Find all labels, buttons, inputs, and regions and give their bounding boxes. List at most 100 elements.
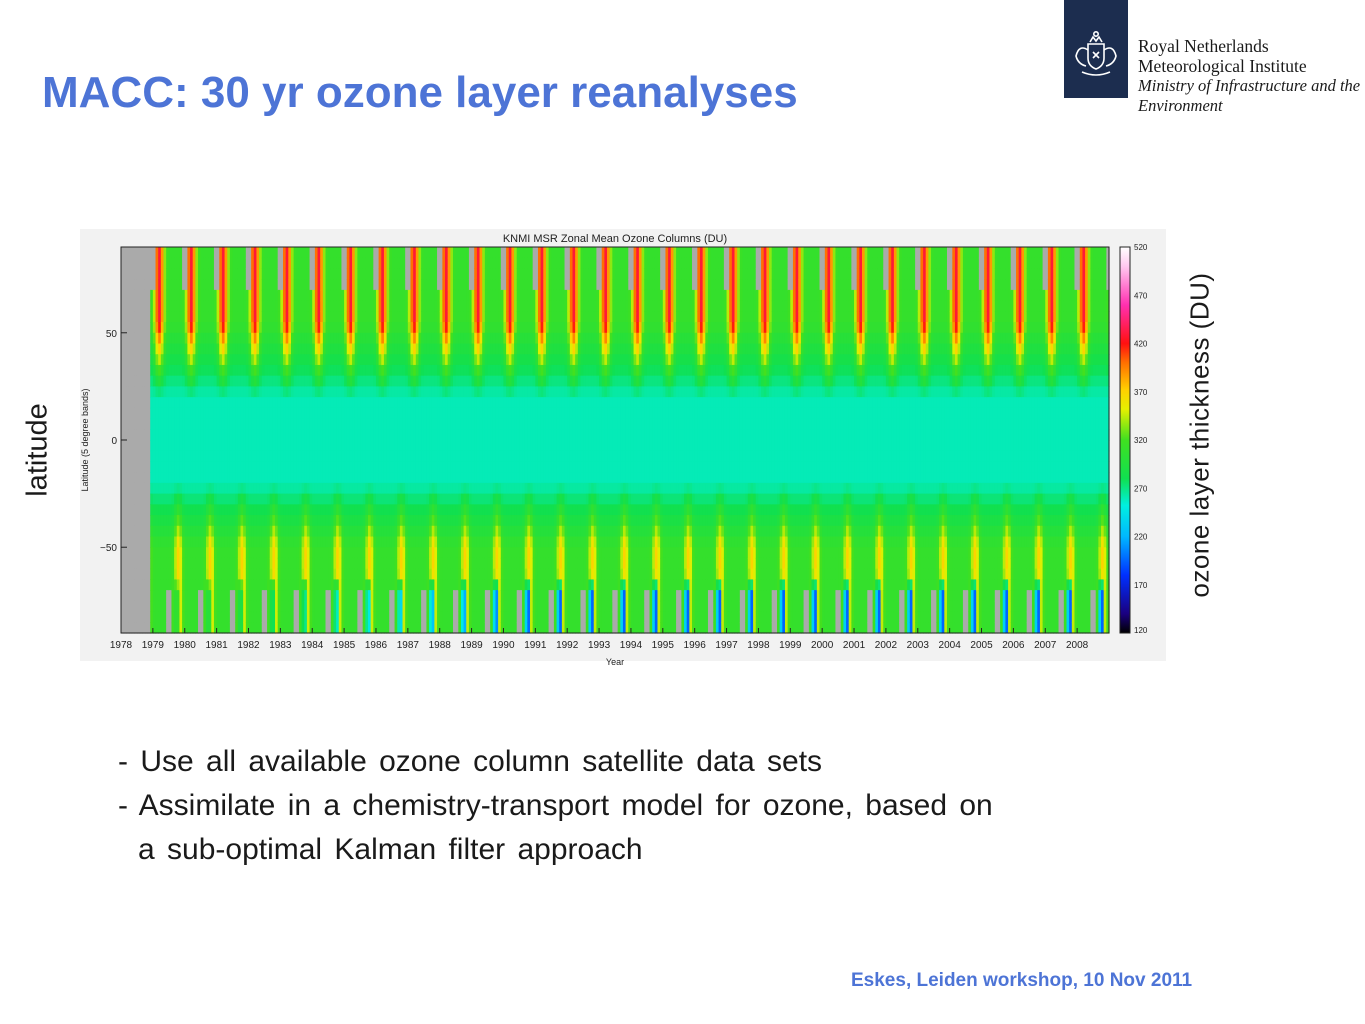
- heatmap-cell: [179, 300, 183, 312]
- heatmap-cell: [144, 440, 149, 452]
- heatmap-cell: [272, 600, 276, 613]
- heatmap-cell: [468, 568, 473, 580]
- heatmap-cell: [344, 257, 348, 270]
- heatmap-cell: [256, 289, 260, 302]
- heatmap-cell: [410, 397, 414, 409]
- heatmap-cell: [317, 429, 321, 441]
- heatmap-cell: [275, 482, 279, 495]
- heatmap-cell: [389, 611, 393, 623]
- heatmap-cell: [277, 429, 281, 441]
- heatmap-cell: [232, 397, 236, 409]
- heatmap-cell: [314, 429, 319, 441]
- heatmap-cell: [184, 547, 188, 559]
- heatmap-cell: [383, 493, 388, 505]
- heatmap-cell: [229, 354, 234, 366]
- heatmap-cell: [126, 375, 130, 387]
- heatmap-cell: [357, 397, 361, 409]
- heatmap-cell: [450, 557, 454, 570]
- heatmap-cell: [198, 322, 202, 334]
- heatmap-cell: [338, 450, 343, 463]
- heatmap-cell: [437, 354, 441, 366]
- heatmap-cell: [434, 386, 438, 398]
- heatmap-cell: [349, 429, 353, 441]
- heatmap-cell: [368, 364, 372, 377]
- heatmap-cell: [344, 493, 348, 505]
- heatmap-cell: [136, 547, 141, 559]
- heatmap-cell: [330, 547, 335, 559]
- heatmap-cell: [357, 472, 361, 484]
- heatmap-cell: [466, 279, 470, 291]
- heatmap-cell: [405, 322, 409, 334]
- heatmap-cell: [471, 611, 475, 623]
- heatmap-cell: [373, 375, 377, 387]
- heatmap-cell: [463, 397, 467, 409]
- heatmap-cell: [402, 407, 406, 420]
- heatmap-cell: [354, 418, 358, 430]
- heatmap-cell: [354, 557, 358, 570]
- heatmap-cell: [466, 590, 470, 602]
- heatmap-cell: [365, 257, 369, 270]
- heatmap-cell: [476, 482, 481, 495]
- heatmap-cell: [272, 536, 276, 548]
- heatmap-cell: [121, 429, 125, 441]
- heatmap-cell: [373, 322, 377, 334]
- heatmap-cell: [352, 300, 356, 312]
- heatmap-cell: [155, 397, 159, 409]
- heatmap-cell: [458, 440, 462, 452]
- heatmap-cell: [155, 579, 159, 591]
- heatmap-cell: [317, 440, 321, 452]
- heatmap-cell: [434, 343, 438, 355]
- heatmap-cell: [370, 386, 374, 398]
- heatmap-cell: [304, 450, 308, 463]
- heatmap-cell: [437, 482, 441, 495]
- heatmap-cell: [290, 568, 295, 580]
- heatmap-cell: [227, 322, 231, 334]
- heatmap-cell: [365, 429, 369, 441]
- heatmap-cell: [389, 300, 393, 312]
- heatmap-cell: [187, 397, 191, 409]
- heatmap-cell: [410, 482, 414, 495]
- heatmap-cell: [413, 536, 417, 548]
- heatmap-cell: [171, 515, 175, 527]
- heatmap-cell: [445, 407, 449, 420]
- heatmap-cell: [213, 536, 218, 548]
- heatmap-cell: [216, 461, 220, 473]
- heatmap-cell: [219, 397, 223, 409]
- heatmap-cell: [429, 354, 433, 366]
- heatmap-cell: [487, 322, 491, 334]
- heatmap-cell: [484, 354, 489, 366]
- heatmap-cell: [330, 322, 335, 334]
- heatmap-cell: [142, 611, 146, 623]
- heatmap-cell: [259, 375, 263, 387]
- heatmap-cell: [383, 257, 388, 270]
- heatmap-cell: [455, 472, 459, 484]
- heatmap-cell: [405, 332, 409, 345]
- heatmap-cell: [458, 557, 462, 570]
- heatmap-cell: [368, 472, 372, 484]
- heatmap-cell: [237, 343, 242, 355]
- heatmap-cell: [333, 311, 337, 323]
- heatmap-cell: [322, 289, 327, 302]
- heatmap-cell: [131, 515, 135, 527]
- heatmap-cell: [476, 332, 481, 345]
- heatmap-cell: [341, 600, 345, 613]
- heatmap-cell: [235, 493, 239, 505]
- heatmap-cell: [174, 311, 178, 323]
- heatmap-cell: [370, 568, 374, 580]
- heatmap-cell: [378, 429, 382, 441]
- heatmap-cell: [325, 557, 329, 570]
- heatmap-cell: [232, 536, 236, 548]
- heatmap-cell: [352, 386, 356, 398]
- heatmap-cell: [341, 247, 345, 259]
- heatmap-cell: [190, 311, 194, 323]
- heatmap-cell: [187, 300, 191, 312]
- heatmap-cell: [269, 515, 273, 527]
- heatmap-cell: [344, 247, 348, 259]
- heatmap-cell: [479, 322, 483, 334]
- heatmap-cell: [139, 279, 143, 291]
- heatmap-cell: [394, 536, 398, 548]
- heatmap-cell: [147, 547, 151, 559]
- heatmap-cell: [136, 568, 141, 580]
- heatmap-cell: [277, 300, 281, 312]
- heatmap-cell: [341, 354, 345, 366]
